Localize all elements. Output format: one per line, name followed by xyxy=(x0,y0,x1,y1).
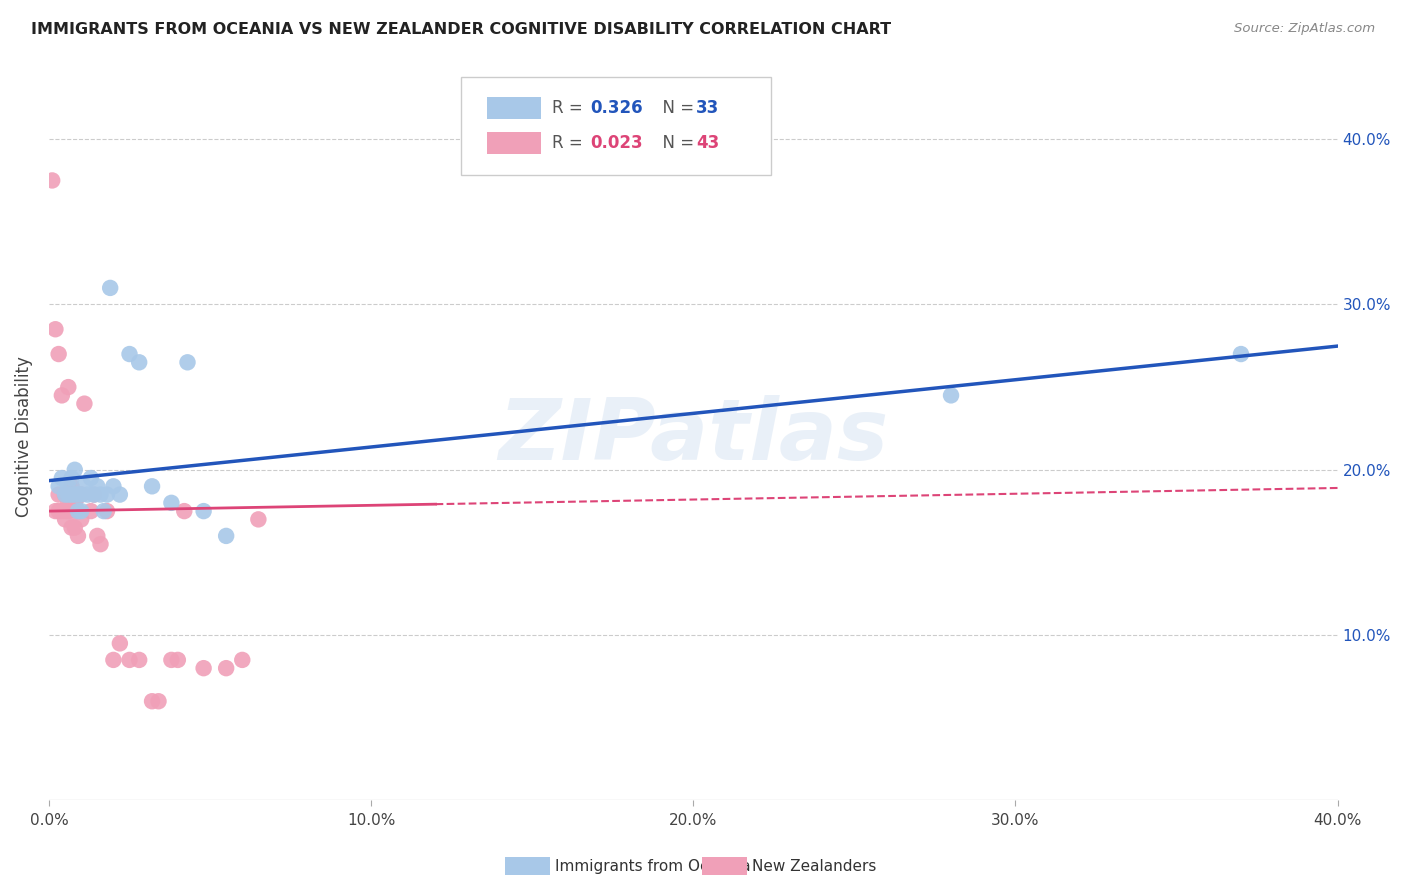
Point xyxy=(73,397,96,411)
Point xyxy=(193,504,215,518)
Point xyxy=(160,496,183,510)
Point xyxy=(53,512,76,526)
Point xyxy=(51,388,73,402)
Point xyxy=(86,479,108,493)
Point xyxy=(141,479,163,493)
Point xyxy=(70,512,93,526)
Point xyxy=(128,653,150,667)
Point xyxy=(118,347,141,361)
Point xyxy=(53,487,76,501)
Point xyxy=(53,504,76,518)
Y-axis label: Cognitive Disability: Cognitive Disability xyxy=(15,356,32,517)
Text: 43: 43 xyxy=(696,134,718,152)
Text: Immigrants from Oceania: Immigrants from Oceania xyxy=(555,859,751,873)
Point xyxy=(141,694,163,708)
Point xyxy=(70,487,93,501)
Point xyxy=(83,487,105,501)
Point xyxy=(58,504,80,518)
Text: 0.023: 0.023 xyxy=(591,134,643,152)
Point xyxy=(51,471,73,485)
Point xyxy=(86,529,108,543)
Point xyxy=(51,504,73,518)
Point xyxy=(108,487,131,501)
Point xyxy=(160,653,183,667)
Point xyxy=(215,529,238,543)
Text: R =: R = xyxy=(551,99,588,117)
FancyBboxPatch shape xyxy=(486,97,541,119)
Point xyxy=(60,487,83,501)
Point xyxy=(63,496,86,510)
Point xyxy=(108,636,131,650)
Point xyxy=(148,694,170,708)
Point xyxy=(48,487,70,501)
Point xyxy=(53,487,76,501)
Point xyxy=(80,471,103,485)
Text: New Zealanders: New Zealanders xyxy=(752,859,876,873)
Point xyxy=(215,661,238,675)
Point xyxy=(70,504,93,518)
Point xyxy=(58,496,80,510)
Text: N =: N = xyxy=(652,134,699,152)
Text: R =: R = xyxy=(551,134,588,152)
Point xyxy=(939,388,962,402)
Point xyxy=(80,504,103,518)
Point xyxy=(60,479,83,493)
Point xyxy=(66,504,89,518)
Point xyxy=(60,471,83,485)
Point xyxy=(63,521,86,535)
Point xyxy=(1230,347,1253,361)
Text: IMMIGRANTS FROM OCEANIA VS NEW ZEALANDER COGNITIVE DISABILITY CORRELATION CHART: IMMIGRANTS FROM OCEANIA VS NEW ZEALANDER… xyxy=(31,22,891,37)
Point xyxy=(48,479,70,493)
Point xyxy=(93,504,115,518)
Point xyxy=(70,487,93,501)
Point xyxy=(96,504,118,518)
Point xyxy=(96,487,118,501)
Point xyxy=(48,504,70,518)
Point xyxy=(103,479,125,493)
Text: 0.326: 0.326 xyxy=(591,99,643,117)
Point xyxy=(73,479,96,493)
Point xyxy=(44,322,66,336)
Point xyxy=(58,487,80,501)
Point xyxy=(118,653,141,667)
Point xyxy=(66,487,89,501)
Point xyxy=(70,487,93,501)
Point xyxy=(103,653,125,667)
Point xyxy=(44,504,66,518)
Point xyxy=(83,487,105,501)
Text: ZIPatlas: ZIPatlas xyxy=(498,395,889,478)
FancyBboxPatch shape xyxy=(486,132,541,153)
Point xyxy=(63,487,86,501)
Point xyxy=(128,355,150,369)
Point xyxy=(53,487,76,501)
Point xyxy=(89,487,111,501)
Point xyxy=(231,653,253,667)
Point xyxy=(66,529,89,543)
Point xyxy=(41,173,63,187)
Point xyxy=(247,512,270,526)
Point xyxy=(63,463,86,477)
Point xyxy=(58,380,80,394)
Point xyxy=(60,521,83,535)
Point xyxy=(98,281,121,295)
Point xyxy=(76,487,98,501)
Point xyxy=(58,479,80,493)
Text: Source: ZipAtlas.com: Source: ZipAtlas.com xyxy=(1234,22,1375,36)
Point xyxy=(166,653,188,667)
Point xyxy=(66,504,89,518)
Text: N =: N = xyxy=(652,99,699,117)
Point xyxy=(89,537,111,551)
Point xyxy=(48,347,70,361)
Point xyxy=(176,355,198,369)
Point xyxy=(193,661,215,675)
Point xyxy=(173,504,195,518)
FancyBboxPatch shape xyxy=(461,77,770,175)
Text: 33: 33 xyxy=(696,99,718,117)
